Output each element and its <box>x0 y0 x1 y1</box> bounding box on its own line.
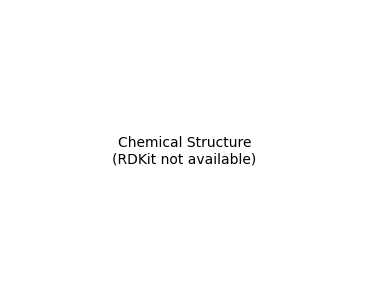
Text: Chemical Structure
(RDKit not available): Chemical Structure (RDKit not available) <box>113 136 256 166</box>
